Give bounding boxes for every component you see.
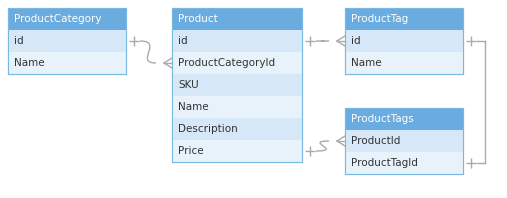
Text: Name: Name — [351, 58, 382, 68]
Text: Name: Name — [178, 102, 208, 112]
Bar — [345, 8, 463, 74]
Bar — [345, 8, 463, 30]
Bar — [172, 96, 302, 118]
Bar — [8, 30, 126, 52]
Text: Product: Product — [178, 14, 218, 24]
Bar — [172, 140, 302, 162]
Text: id: id — [178, 36, 188, 46]
Text: ProductCategoryId: ProductCategoryId — [178, 58, 275, 68]
Text: Description: Description — [178, 124, 238, 134]
Bar — [345, 152, 463, 174]
Bar — [172, 74, 302, 96]
Bar — [8, 8, 126, 30]
Text: ProductTags: ProductTags — [351, 114, 414, 124]
Text: Name: Name — [14, 58, 45, 68]
Text: ProductId: ProductId — [351, 136, 401, 146]
Bar — [8, 8, 126, 74]
Text: id: id — [14, 36, 24, 46]
Bar — [172, 8, 302, 162]
Text: ProductTag: ProductTag — [351, 14, 408, 24]
Bar — [345, 8, 463, 74]
Bar — [172, 8, 302, 162]
Bar — [172, 118, 302, 140]
Bar — [172, 8, 302, 30]
Bar — [345, 30, 463, 52]
Bar — [345, 108, 463, 174]
Bar — [172, 52, 302, 74]
Text: Price: Price — [178, 146, 204, 156]
Text: ProductTagId: ProductTagId — [351, 158, 418, 168]
Bar — [345, 52, 463, 74]
Text: ProductCategory: ProductCategory — [14, 14, 101, 24]
Bar — [345, 108, 463, 130]
Bar — [172, 30, 302, 52]
Text: id: id — [351, 36, 360, 46]
Bar — [345, 108, 463, 174]
Bar — [8, 52, 126, 74]
Text: SKU: SKU — [178, 80, 199, 90]
Bar — [345, 130, 463, 152]
Bar — [8, 8, 126, 74]
